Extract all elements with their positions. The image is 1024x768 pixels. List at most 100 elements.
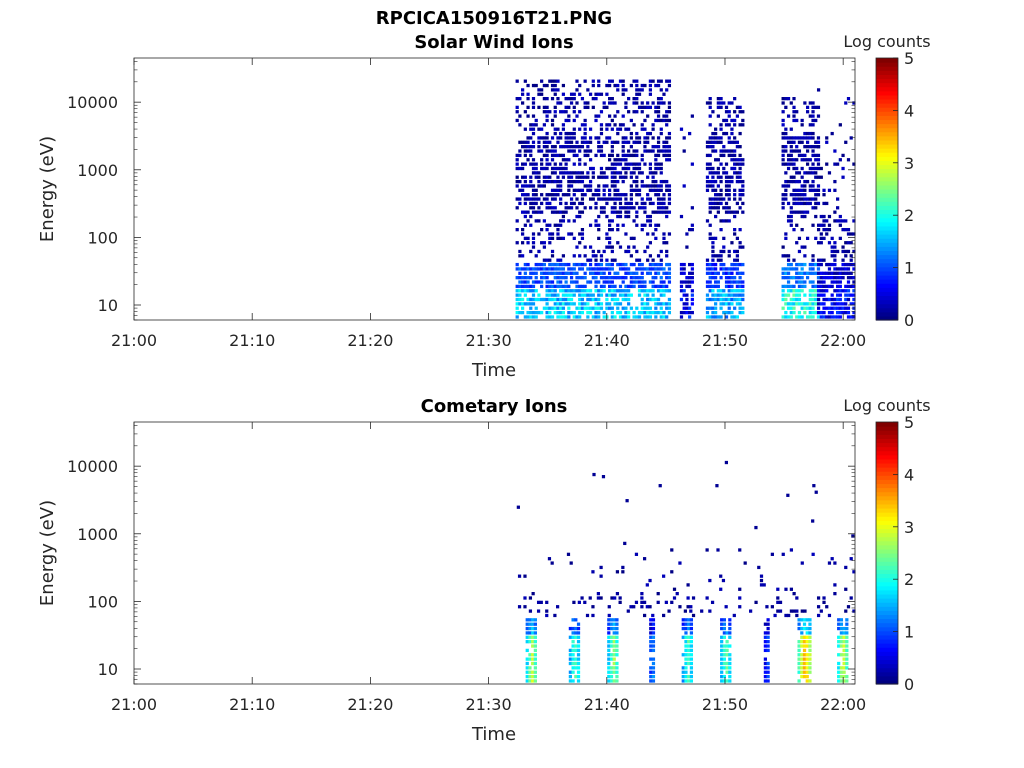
heatmap-cell [684, 674, 688, 679]
heatmap-cell [632, 236, 636, 241]
colorbar-swatch [876, 495, 898, 501]
heatmap-cell [556, 276, 560, 280]
heatmap-cell [651, 618, 656, 622]
heatmap-cell [575, 306, 579, 310]
heatmap-cell [778, 609, 783, 613]
heatmap-cell [526, 236, 530, 241]
heatmap-cell [814, 236, 818, 241]
heatmap-cell [724, 271, 729, 275]
heatmap-cell [720, 635, 724, 639]
y-tick-label: 10 [98, 296, 118, 315]
heatmap-cell [708, 236, 712, 241]
heatmap-cell [837, 622, 841, 626]
heatmap-cell [597, 175, 601, 179]
heatmap-cell [724, 280, 729, 284]
heatmap-cell [627, 289, 631, 293]
heatmap-cell [667, 184, 672, 188]
heatmap-cell [845, 631, 849, 635]
heatmap-cell [597, 197, 601, 201]
heatmap-cell [841, 271, 845, 275]
heatmap-cell [599, 153, 604, 158]
heatmap-cell [564, 110, 568, 114]
heatmap-cell [722, 626, 726, 631]
heatmap-cell [616, 228, 620, 232]
heatmap-cell [621, 136, 625, 140]
heatmap-cell [515, 206, 519, 210]
heatmap-cell [724, 267, 729, 271]
heatmap-cell [567, 97, 571, 101]
heatmap-cell [599, 596, 603, 600]
heatmap-cell [789, 140, 793, 144]
heatmap-cell [635, 214, 639, 219]
heatmap-cell [545, 145, 549, 149]
heatmap-cell [556, 258, 560, 262]
heatmap-cell [684, 648, 688, 653]
heatmap-cell [672, 587, 677, 591]
heatmap-cell [724, 284, 729, 289]
heatmap-cell [533, 644, 537, 648]
heatmap-cell [727, 271, 731, 275]
heatmap-cell [800, 271, 804, 275]
heatmap-cell [781, 136, 785, 140]
heatmap-cell [654, 193, 658, 197]
heatmap-cell [784, 105, 788, 110]
heatmap-cell [719, 140, 723, 144]
heatmap-cell [733, 297, 737, 302]
heatmap-cell [556, 306, 560, 310]
heatmap-cell [545, 179, 549, 184]
heatmap-cell [665, 262, 669, 267]
heatmap-cell [556, 280, 560, 284]
heatmap-cell [845, 618, 849, 622]
heatmap-cell [759, 583, 764, 587]
heatmap-cell [789, 210, 793, 214]
heatmap-cell [800, 158, 804, 162]
heatmap-cell [583, 289, 587, 293]
heatmap-cell [665, 136, 669, 140]
heatmap-cell [545, 193, 549, 197]
heatmap-cell [738, 131, 742, 136]
heatmap-cell [550, 284, 555, 289]
heatmap-cell [684, 626, 688, 631]
heatmap-cell [610, 310, 614, 315]
heatmap-cell [733, 232, 737, 236]
heatmap-cell [727, 293, 731, 297]
heatmap-cell [738, 171, 742, 175]
heatmap-cell [550, 197, 555, 201]
heatmap-cell [667, 297, 672, 302]
heatmap-cell [716, 97, 720, 101]
heatmap-cell [811, 289, 815, 293]
colorbar-swatch [876, 307, 898, 313]
heatmap-cell [602, 197, 606, 201]
heatmap-cell [553, 289, 557, 293]
heatmap-cell [836, 306, 840, 310]
heatmap-cell [640, 276, 644, 280]
heatmap-cell [597, 236, 601, 241]
heatmap-cell [610, 166, 614, 171]
heatmap-cell [708, 97, 712, 101]
heatmap-cell [754, 600, 758, 605]
heatmap-cell [591, 97, 595, 101]
heatmap-cell [646, 302, 650, 306]
heatmap-cell [711, 166, 715, 171]
heatmap-cell [727, 149, 731, 153]
heatmap-cell [607, 670, 611, 674]
heatmap-cell [705, 310, 710, 315]
heatmap-cell [836, 315, 840, 319]
heatmap-cell [846, 315, 851, 319]
heatmap-cell [521, 280, 525, 284]
colorbar-swatch [876, 671, 898, 677]
heatmap-cell [597, 214, 601, 219]
heatmap-cell [800, 666, 804, 670]
heatmap-cell [523, 284, 527, 289]
heatmap-cell [730, 302, 734, 306]
heatmap-cell [561, 210, 566, 214]
heatmap-cell [811, 118, 815, 123]
heatmap-cell [665, 289, 669, 293]
heatmap-cell [646, 214, 650, 219]
heatmap-cell [599, 145, 604, 149]
colorbar-swatch [876, 544, 898, 550]
heatmap-cell [722, 679, 726, 683]
heatmap-cell [556, 267, 560, 271]
heatmap-cell [708, 162, 712, 166]
heatmap-cell [540, 166, 544, 171]
